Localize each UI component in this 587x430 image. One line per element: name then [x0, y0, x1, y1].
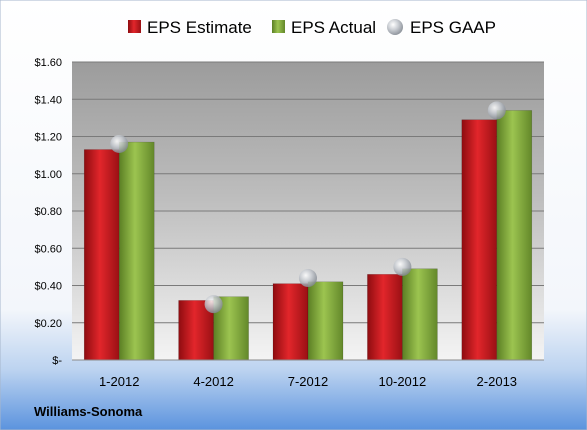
- y-tick-label: $1.40: [34, 94, 62, 106]
- marker-eps-gaap: [487, 101, 506, 120]
- legend-swatch-actual: [272, 20, 285, 33]
- x-tick-label: 1-2012: [99, 374, 139, 389]
- marker-eps-gaap: [110, 134, 129, 153]
- y-axis-tick-labels: $- $0.20 $0.40 $0.60 $0.80 $1.00 $1.20 $1.40 $1.…: [34, 57, 62, 367]
- marker-eps-gaap: [299, 269, 317, 288]
- y-tick-label: $0.20: [34, 318, 62, 330]
- legend-label-actual: EPS Actual: [291, 18, 376, 37]
- bar-eps-actual: [402, 268, 438, 361]
- y-tick-label: $1.20: [34, 132, 62, 144]
- x-tick-label: 4-2012: [193, 374, 233, 389]
- gaap-markers: [110, 101, 506, 314]
- bar-eps-estimate: [461, 119, 498, 361]
- marker-eps-gaap: [393, 257, 412, 276]
- legend-swatch-gaap: [387, 19, 403, 35]
- marker-eps-gaap: [204, 295, 223, 314]
- x-tick-label: 10-2012: [379, 374, 427, 389]
- x-tick-label: 7-2012: [288, 374, 328, 389]
- legend-swatch-estimate: [128, 20, 141, 33]
- company-name: Williams-Sonoma: [34, 404, 143, 419]
- y-tick-label: $0.40: [34, 281, 62, 293]
- bar-eps-actual: [118, 141, 155, 361]
- x-tick-label: 2-2013: [477, 374, 517, 389]
- y-tick-label: $1.00: [34, 169, 62, 181]
- y-tick-label: $-: [52, 355, 62, 367]
- bar-eps-estimate: [367, 274, 403, 361]
- bar-eps-actual: [496, 110, 533, 361]
- legend: EPS Estimate EPS Actual EPS GAAP: [128, 18, 496, 37]
- bars: [83, 110, 533, 361]
- legend-label-estimate: EPS Estimate: [147, 18, 252, 37]
- y-tick-label: $0.80: [34, 206, 62, 218]
- bar-eps-estimate: [83, 149, 120, 361]
- y-tick-label: $0.60: [34, 243, 62, 255]
- legend-label-gaap: EPS GAAP: [410, 18, 496, 37]
- bar-eps-estimate: [272, 283, 309, 361]
- x-axis-category-labels: 1-2012 4-2012 7-2012 10-2012 2-2013: [99, 374, 517, 389]
- y-tick-label: $1.60: [34, 57, 62, 69]
- bar-eps-actual: [307, 281, 344, 361]
